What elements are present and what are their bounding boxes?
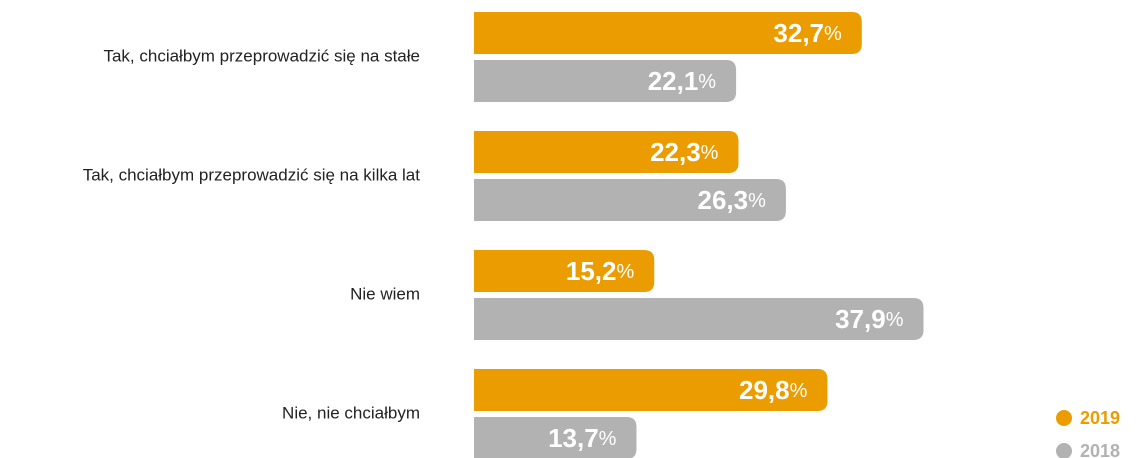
bar — [474, 12, 862, 54]
bar — [474, 179, 786, 221]
category-label: Tak, chciałbym przeprowadzić się na stał… — [103, 46, 420, 65]
value-label: 13,7% — [548, 423, 617, 453]
legend-label: 2018 — [1080, 441, 1120, 458]
bar — [474, 417, 637, 458]
category-label: Tak, chciałbym przeprowadzić się na kilk… — [83, 165, 421, 184]
legend-label: 2019 — [1080, 408, 1120, 428]
legend-marker — [1056, 410, 1072, 426]
bar — [474, 298, 924, 340]
legend-marker — [1056, 443, 1072, 458]
value-label: 22,3% — [650, 137, 719, 167]
value-label: 29,8% — [739, 375, 808, 405]
category-label: Nie wiem — [350, 284, 420, 303]
bar — [474, 60, 737, 102]
value-label: 15,2% — [566, 256, 635, 286]
bar — [474, 250, 655, 292]
bar — [474, 131, 739, 173]
value-label: 32,7% — [773, 18, 842, 48]
value-label: 37,9% — [835, 304, 904, 334]
value-label: 26,3% — [698, 185, 767, 215]
bar — [474, 369, 828, 411]
value-label: 22,1% — [648, 66, 717, 96]
category-label: Nie, nie chciałbym — [282, 403, 420, 422]
